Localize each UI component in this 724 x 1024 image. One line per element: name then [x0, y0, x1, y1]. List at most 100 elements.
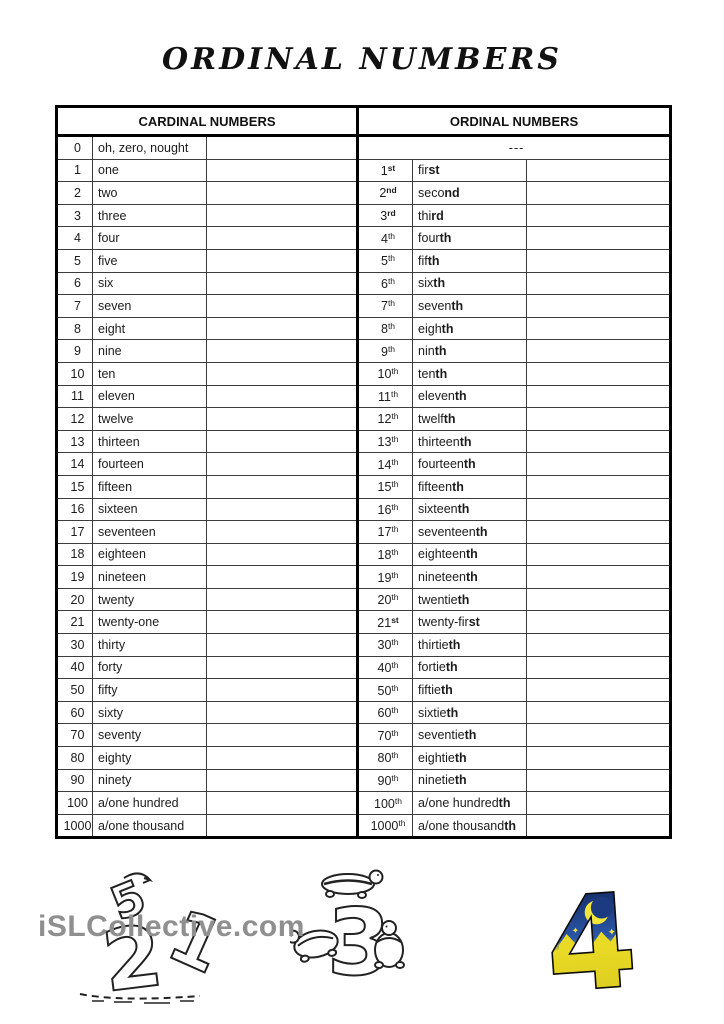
- ordinal-suffix: th: [391, 592, 399, 603]
- ordinal-word-bold-ending: th: [463, 457, 476, 472]
- practice-cell: [205, 339, 359, 363]
- cardinal-number-cell: 21: [56, 610, 93, 635]
- ordinal-word-bold-ending: st: [428, 163, 440, 178]
- cardinal-word-cell: six: [92, 271, 207, 296]
- ordinal-suffix: th: [391, 546, 399, 557]
- table-row: 80 eighty 80th eightieth: [56, 746, 672, 770]
- cardinal-word-cell: thirty: [92, 633, 207, 657]
- cardinal-word-cell: seven: [92, 294, 207, 318]
- ordinal-word-start: fortie: [418, 660, 446, 675]
- cardinal-numbers-header: CARDINAL NUMBERS: [55, 106, 359, 137]
- ordinal-number-cell: 9th: [356, 339, 414, 363]
- ordinal-base: 50: [377, 683, 392, 698]
- cardinal-word-cell: thirteen: [92, 429, 207, 454]
- practice-cell: [205, 542, 359, 567]
- ordinal-suffix: th: [391, 727, 399, 738]
- ordinal-word-cell: a/one hundredth: [412, 791, 528, 815]
- islcollective-watermark: iSLCollective.com: [38, 910, 305, 943]
- cardinal-number-cell: 7: [56, 294, 93, 318]
- cardinal-number-cell: 2: [56, 181, 93, 205]
- ordinal-word-bold-ending: th: [504, 818, 517, 833]
- ordinal-base: 70: [377, 728, 392, 743]
- ordinal-word-bold-ending: th: [475, 524, 488, 539]
- ordinal-word-start: ten: [418, 366, 436, 381]
- table-row: 15 fifteen 15th fifteenth: [56, 474, 672, 499]
- practice-cell: [526, 723, 672, 748]
- ordinal-word-start: fif: [418, 253, 428, 268]
- ordinal-suffix: rd: [387, 208, 396, 219]
- table-row: 16 sixteen 16th sixteenth: [56, 497, 672, 522]
- ordinal-base: 8: [380, 322, 388, 337]
- ordinal-number-cell: 5th: [356, 248, 414, 273]
- cardinal-word-cell: fifty: [92, 678, 207, 702]
- ordinal-word-cell: twelfth: [412, 407, 528, 431]
- ordinal-word-bold-ending: th: [446, 705, 459, 720]
- ordinal-word-cell: fifteenth: [412, 474, 528, 499]
- ordinal-suffix: th: [390, 388, 399, 399]
- cardinal-word-cell: sixty: [92, 700, 207, 725]
- cardinal-number-cell: 60: [56, 700, 93, 725]
- practice-cell: [205, 520, 359, 544]
- star-icon: ✦: [571, 925, 580, 936]
- practice-cell: [526, 429, 672, 454]
- ordinal-word-bold-ending: th: [451, 298, 464, 313]
- practice-cell: [526, 158, 672, 183]
- ordinal-suffix: th: [387, 343, 396, 354]
- ordinal-word-cell: eighth: [412, 316, 528, 341]
- ordinal-suffix: th: [391, 569, 399, 580]
- cardinal-word-cell: fifteen: [92, 474, 207, 499]
- ordinal-word-cell: eightieth: [412, 746, 528, 770]
- ordinal-number-cell: 50th: [356, 678, 414, 702]
- practice-cell: [205, 813, 359, 839]
- practice-cell: [526, 520, 672, 544]
- ordinal-suffix: th: [391, 772, 399, 783]
- ordinal-base: 10: [377, 367, 392, 382]
- cardinal-word-cell: fourteen: [92, 452, 207, 476]
- ordinal-word-start: seventie: [418, 728, 465, 743]
- practice-cell: [526, 407, 672, 431]
- ordinal-number-cell: 6th: [356, 271, 414, 296]
- ordinal-word-bold-ending: th: [498, 796, 511, 811]
- ordinal-word-start: fir: [418, 163, 429, 178]
- cardinal-word-cell: twenty-one: [92, 610, 207, 635]
- ordinal-base: 16: [377, 502, 392, 517]
- ordinal-base: 21: [377, 615, 392, 630]
- practice-cell: [526, 633, 672, 657]
- ordinal-base: 13: [377, 435, 392, 450]
- table-row: 9 nine 9th ninth: [56, 339, 672, 363]
- cardinal-number-cell: 50: [56, 678, 93, 702]
- ordinal-word-cell: twenty-first: [412, 610, 528, 635]
- practice-cell: [205, 181, 359, 205]
- ordinal-suffix: th: [391, 434, 399, 445]
- ordinal-word-bold-ending: th: [465, 570, 478, 585]
- ordinal-word-bold-ending: th: [433, 276, 446, 291]
- cardinal-word-cell: nine: [92, 339, 207, 363]
- cardinal-word-cell: four: [92, 226, 207, 250]
- ordinal-word-bold-ending: th: [427, 253, 440, 268]
- practice-cell: [205, 452, 359, 476]
- practice-cell: [205, 316, 359, 341]
- practice-cell: [205, 158, 359, 183]
- ordinal-base: 5: [380, 254, 388, 269]
- ordinal-base: 15: [377, 480, 392, 495]
- practice-cell: [526, 226, 672, 250]
- practice-cell: [205, 497, 359, 522]
- ordinal-base: 40: [377, 660, 392, 675]
- cardinal-word-cell: eleven: [92, 384, 207, 409]
- cardinal-word-cell: eighty: [92, 746, 207, 770]
- practice-cell: [205, 610, 359, 635]
- ordinal-number-cell: 100th: [356, 791, 414, 815]
- ordinal-word-cell: ninetieth: [412, 768, 528, 793]
- practice-cell: [526, 678, 672, 702]
- practice-cell: [205, 226, 359, 250]
- cardinal-number-cell: 16: [56, 497, 93, 522]
- practice-cell: [526, 610, 672, 635]
- practice-cell: [526, 542, 672, 567]
- practice-cell: [526, 294, 672, 318]
- practice-cell: [526, 181, 672, 205]
- practice-cell: [526, 565, 672, 589]
- ordinal-word-start: eigh: [418, 321, 442, 336]
- table-row: 14 fourteen 14th fourteenth: [56, 452, 672, 476]
- ordinal-word-start: sixtie: [418, 705, 447, 720]
- cardinal-number-cell: 1: [56, 158, 93, 183]
